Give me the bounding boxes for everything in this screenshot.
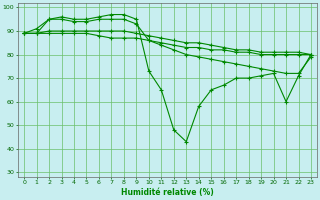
- X-axis label: Humidité relative (%): Humidité relative (%): [121, 188, 214, 197]
